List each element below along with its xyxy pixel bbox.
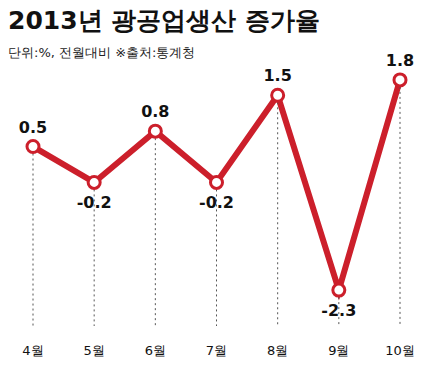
- svg-text:5월: 5월: [84, 343, 105, 358]
- svg-text:6월: 6월: [145, 343, 166, 358]
- svg-text:-0.2: -0.2: [199, 193, 234, 212]
- svg-text:1.8: 1.8: [386, 51, 414, 70]
- svg-text:9월: 9월: [328, 343, 349, 358]
- svg-text:1.5: 1.5: [263, 66, 291, 85]
- html-text:2013년 광공업생산 증가율: 2013년 광공업생산 증가율: [8, 6, 320, 35]
- svg-text:8월: 8월: [267, 343, 288, 358]
- svg-text:-2.3: -2.3: [321, 301, 356, 320]
- html-text:단위:%, 전월대비 ※출처:통계청: 단위:%, 전월대비 ※출처:통계청: [8, 45, 196, 60]
- svg-text:0.5: 0.5: [19, 118, 47, 137]
- svg-text:7월: 7월: [206, 343, 227, 358]
- svg-text:4월: 4월: [22, 343, 43, 358]
- svg-text:10월: 10월: [385, 343, 415, 358]
- svg-text:0.8: 0.8: [141, 102, 169, 121]
- svg-text:-0.2: -0.2: [77, 193, 112, 212]
